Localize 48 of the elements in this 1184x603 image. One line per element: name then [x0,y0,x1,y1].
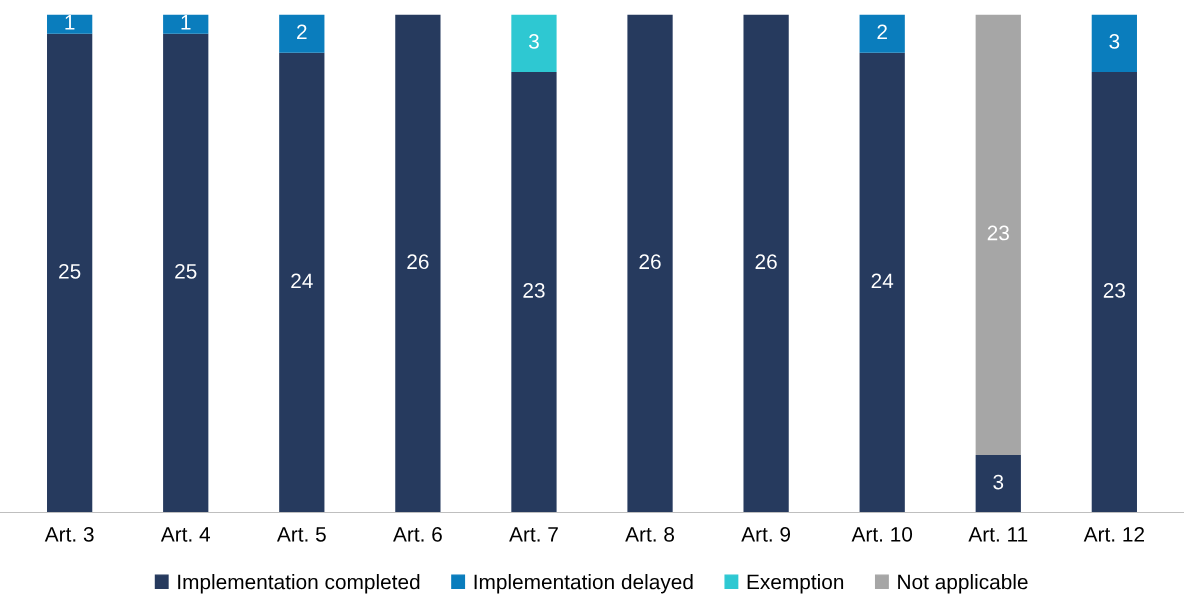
x-tick-label: Art. 5 [276,527,326,542]
bar [279,14,325,53]
bar [975,14,1021,456]
data-label: 3 [528,34,539,49]
data-label: 2 [877,24,887,40]
bar [163,33,209,513]
bar [47,14,93,34]
x-tick-label: Art. 10 [851,526,913,542]
legend-label: Not applicable [898,574,1028,594]
x-tick-label: Art. 9 [741,526,791,542]
data-label: 3 [993,474,1004,490]
legend-label: Implementation completed [178,574,420,594]
x-tick-label: Art. 4 [160,527,211,542]
bar [47,33,93,513]
bar [975,455,1021,513]
x-tick-label: Art. 8 [625,526,675,542]
bar [395,14,441,513]
bar [743,14,789,513]
bar [627,14,673,513]
data-label: 23 [523,283,545,298]
bar [1091,71,1137,513]
data-label: 23 [987,225,1009,241]
x-tick-label: Art. 7 [509,527,558,542]
data-label: 26 [407,254,429,270]
data-label: 25 [59,263,81,279]
legend-label: Implementation delayed [474,574,693,594]
data-label: 1 [181,15,191,30]
x-tick-label: Art. 3 [44,526,94,542]
data-label: 25 [175,263,197,279]
bar [511,14,557,72]
data-label: 24 [291,273,313,289]
bar [279,52,325,513]
legend-label: Exemption [747,574,844,594]
bar [859,14,905,53]
x-tick-label: Art. 11 [968,527,1028,542]
data-label: 23 [1103,283,1126,298]
data-label: 26 [755,254,777,270]
bar [511,71,557,513]
bar [163,14,209,34]
bar [1091,14,1137,72]
data-label: 24 [871,273,894,289]
data-label: 3 [1109,34,1120,49]
data-label: 26 [639,254,661,270]
bar [859,52,905,513]
x-tick-label: Art. 6 [393,526,442,542]
data-label: 2 [297,24,307,40]
data-label: 1 [65,15,75,30]
x-tick-label: Art. 12 [1083,526,1144,542]
